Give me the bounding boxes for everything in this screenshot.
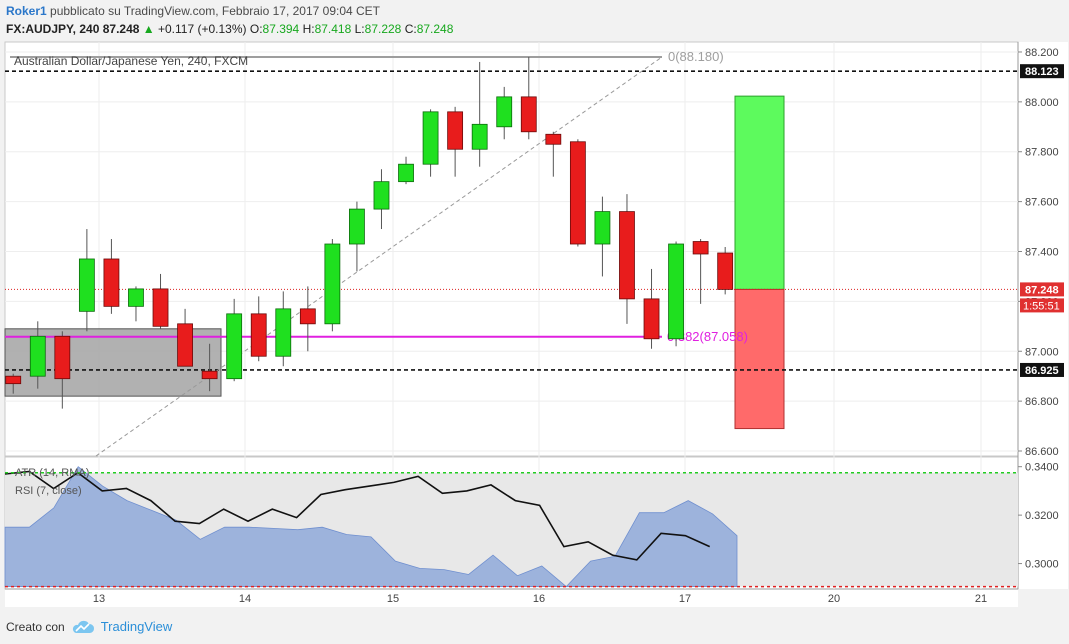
candle-body bbox=[594, 211, 611, 245]
candle-body bbox=[373, 181, 390, 210]
time-tick-label: 13 bbox=[93, 593, 105, 605]
loss-zone bbox=[734, 288, 785, 430]
price-tick-label: 88.200 bbox=[1025, 47, 1059, 59]
candle-body bbox=[447, 111, 464, 150]
open-value: 87.394 bbox=[262, 22, 300, 36]
indicator-tick-label: 0.3200 bbox=[1025, 510, 1059, 522]
rsi-label: RSI (7, close) bbox=[15, 485, 82, 497]
candle-body bbox=[250, 313, 267, 357]
candle-body bbox=[177, 323, 193, 367]
tradingview-brand[interactable]: TradingView bbox=[100, 619, 173, 634]
symbol-line: FX:AUDJPY, 240 87.248 ▲ +0.117 (+0.13%) … bbox=[6, 22, 453, 36]
countdown-label: 1:55:51 bbox=[1023, 300, 1060, 312]
candle-body bbox=[569, 141, 586, 245]
candle-body bbox=[422, 111, 439, 165]
chart-title: Australian Dollar/Japanese Yen, 240, FXC… bbox=[14, 54, 248, 68]
cloud-logo-icon bbox=[72, 620, 94, 633]
level-badge-label: 88.123 bbox=[1025, 66, 1059, 78]
candle-body bbox=[201, 370, 218, 380]
candle-body bbox=[103, 258, 120, 307]
indicator-tick-label: 0.3400 bbox=[1025, 462, 1059, 474]
created-with-label: Creato con bbox=[6, 619, 65, 634]
price-badge bbox=[1020, 282, 1064, 297]
open-label: O: bbox=[249, 22, 263, 36]
level-badge bbox=[1020, 64, 1064, 79]
time-tick-label: 16 bbox=[533, 593, 545, 605]
fib-trendline bbox=[95, 56, 663, 457]
candle-body bbox=[29, 335, 46, 377]
profit-zone bbox=[734, 95, 785, 290]
candle-body bbox=[349, 208, 365, 245]
price-tick-label: 87.800 bbox=[1025, 147, 1059, 159]
price-badge-label: 87.248 bbox=[1025, 284, 1059, 296]
time-tick-label: 15 bbox=[387, 593, 399, 605]
indicator-tick-label: 0.3000 bbox=[1025, 559, 1059, 571]
candle-body bbox=[299, 308, 316, 325]
level-badge bbox=[1020, 362, 1064, 377]
time-tick-label: 14 bbox=[239, 593, 251, 605]
candle-body bbox=[78, 258, 95, 312]
candle-body bbox=[324, 243, 341, 325]
high-label: H: bbox=[302, 22, 315, 36]
footer: Creato con TradingView bbox=[6, 619, 172, 634]
fib-label-0: 0(88.180) bbox=[668, 49, 724, 64]
candle-body bbox=[275, 308, 292, 357]
indicator-series: ATR (14, RMA) RSI (7, close) bbox=[4, 466, 1018, 588]
candle-body bbox=[520, 96, 537, 133]
price-tick-label: 86.600 bbox=[1025, 446, 1059, 458]
horizontal-levels[interactable] bbox=[5, 70, 1018, 371]
candle-body bbox=[668, 243, 684, 340]
price-tick-label: 87.600 bbox=[1025, 197, 1059, 209]
low-value: 87.228 bbox=[364, 22, 402, 36]
candle-body bbox=[152, 288, 169, 327]
candle-body bbox=[496, 96, 513, 128]
level-badge-label: 86.925 bbox=[1025, 365, 1059, 377]
countdown-badge bbox=[1020, 298, 1064, 313]
author-link[interactable]: Roker1 bbox=[6, 4, 47, 18]
candles bbox=[5, 56, 734, 409]
last-price: 87.248 bbox=[102, 22, 140, 36]
price-axis[interactable] bbox=[1018, 42, 1068, 589]
price-tick-label: 87.400 bbox=[1025, 246, 1059, 258]
publish-line: Roker1 pubblicato su TradingView.com, Fe… bbox=[6, 4, 380, 18]
grid bbox=[5, 42, 1018, 589]
candle-body bbox=[545, 133, 562, 145]
candle-body bbox=[398, 163, 414, 183]
price-tick-label: 88.000 bbox=[1025, 97, 1059, 109]
candle-body bbox=[5, 375, 22, 385]
atr-area bbox=[4, 466, 738, 588]
candle-body bbox=[54, 335, 71, 380]
candle-body bbox=[128, 288, 144, 307]
high-value: 87.418 bbox=[314, 22, 352, 36]
long-position-tool[interactable] bbox=[734, 95, 785, 430]
time-tick-label: 20 bbox=[828, 593, 840, 605]
fib-retracement[interactable]: 0(88.180) 0.382(87.058) bbox=[5, 49, 748, 457]
candle-body bbox=[471, 123, 488, 150]
publish-info: pubblicato su TradingView.com, Febbraio … bbox=[50, 4, 381, 18]
rsi-line bbox=[4, 470, 711, 561]
time-axis[interactable] bbox=[5, 589, 1018, 607]
axis-labels: 88.20088.00087.80087.60087.40087.20087.0… bbox=[93, 47, 1064, 605]
close-label: C: bbox=[404, 22, 417, 36]
candle-body bbox=[717, 252, 734, 290]
price-tick-label: 87.000 bbox=[1025, 346, 1059, 358]
symbol-label: FX:AUDJPY, 240 bbox=[6, 22, 100, 36]
price-tick-label: 86.800 bbox=[1025, 396, 1059, 408]
candle-body bbox=[226, 313, 243, 380]
change-value: +0.117 (+0.13%) bbox=[158, 22, 247, 36]
up-arrow-icon: ▲ bbox=[142, 22, 155, 36]
close-value: 87.248 bbox=[416, 22, 454, 36]
low-label: L: bbox=[354, 22, 365, 36]
candle-body bbox=[692, 241, 709, 255]
candle-body bbox=[643, 298, 660, 340]
time-tick-label: 17 bbox=[679, 593, 691, 605]
fib-label-382: 0.382(87.058) bbox=[667, 329, 748, 344]
candle-body bbox=[619, 211, 635, 300]
atr-label: ATR (14, RMA) bbox=[15, 467, 89, 479]
time-tick-label: 21 bbox=[975, 593, 987, 605]
